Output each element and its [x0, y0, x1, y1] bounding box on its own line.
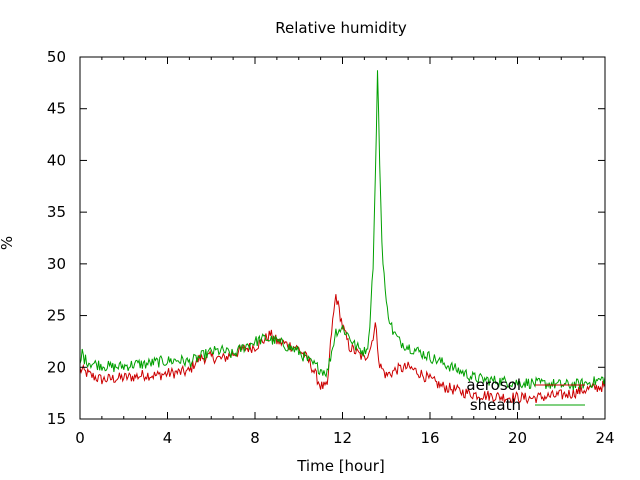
legend-entry-sheath: sheath — [470, 396, 585, 414]
series-line-aerosol — [79, 294, 606, 405]
y-tick-label: 20 — [47, 358, 66, 376]
legend-entry-aerosol: aerosol — [466, 376, 585, 394]
x-tick-label: 0 — [75, 429, 85, 447]
legend-label-aerosol: aerosol — [466, 376, 521, 394]
y-tick-label: 50 — [47, 48, 66, 66]
y-tick-label: 45 — [47, 100, 66, 118]
x-tick-label: 24 — [595, 429, 614, 447]
y-tick-label: 25 — [47, 307, 66, 325]
series-layer — [79, 70, 606, 405]
x-tick-label: 12 — [333, 429, 352, 447]
y-tick-label: 15 — [47, 410, 66, 428]
legend: aerosol sheath — [466, 376, 585, 414]
x-tick-label: 4 — [163, 429, 173, 447]
x-tick-label: 8 — [250, 429, 260, 447]
series-line-sheath — [79, 70, 606, 390]
x-axis-title: Time [hour] — [296, 457, 385, 475]
x-tick-label: 16 — [420, 429, 439, 447]
y-tick-label: 30 — [47, 255, 66, 273]
chart-title: Relative humidity — [275, 19, 407, 37]
y-axis-title: % — [0, 236, 16, 250]
x-tick-label: 20 — [508, 429, 527, 447]
y-tick-label: 35 — [47, 203, 66, 221]
ticks-layer: 0 4 8 12 16 20 24 15 20 25 30 35 40 45 50 — [47, 48, 615, 447]
legend-label-sheath: sheath — [470, 396, 521, 414]
y-tick-label: 40 — [47, 151, 66, 169]
